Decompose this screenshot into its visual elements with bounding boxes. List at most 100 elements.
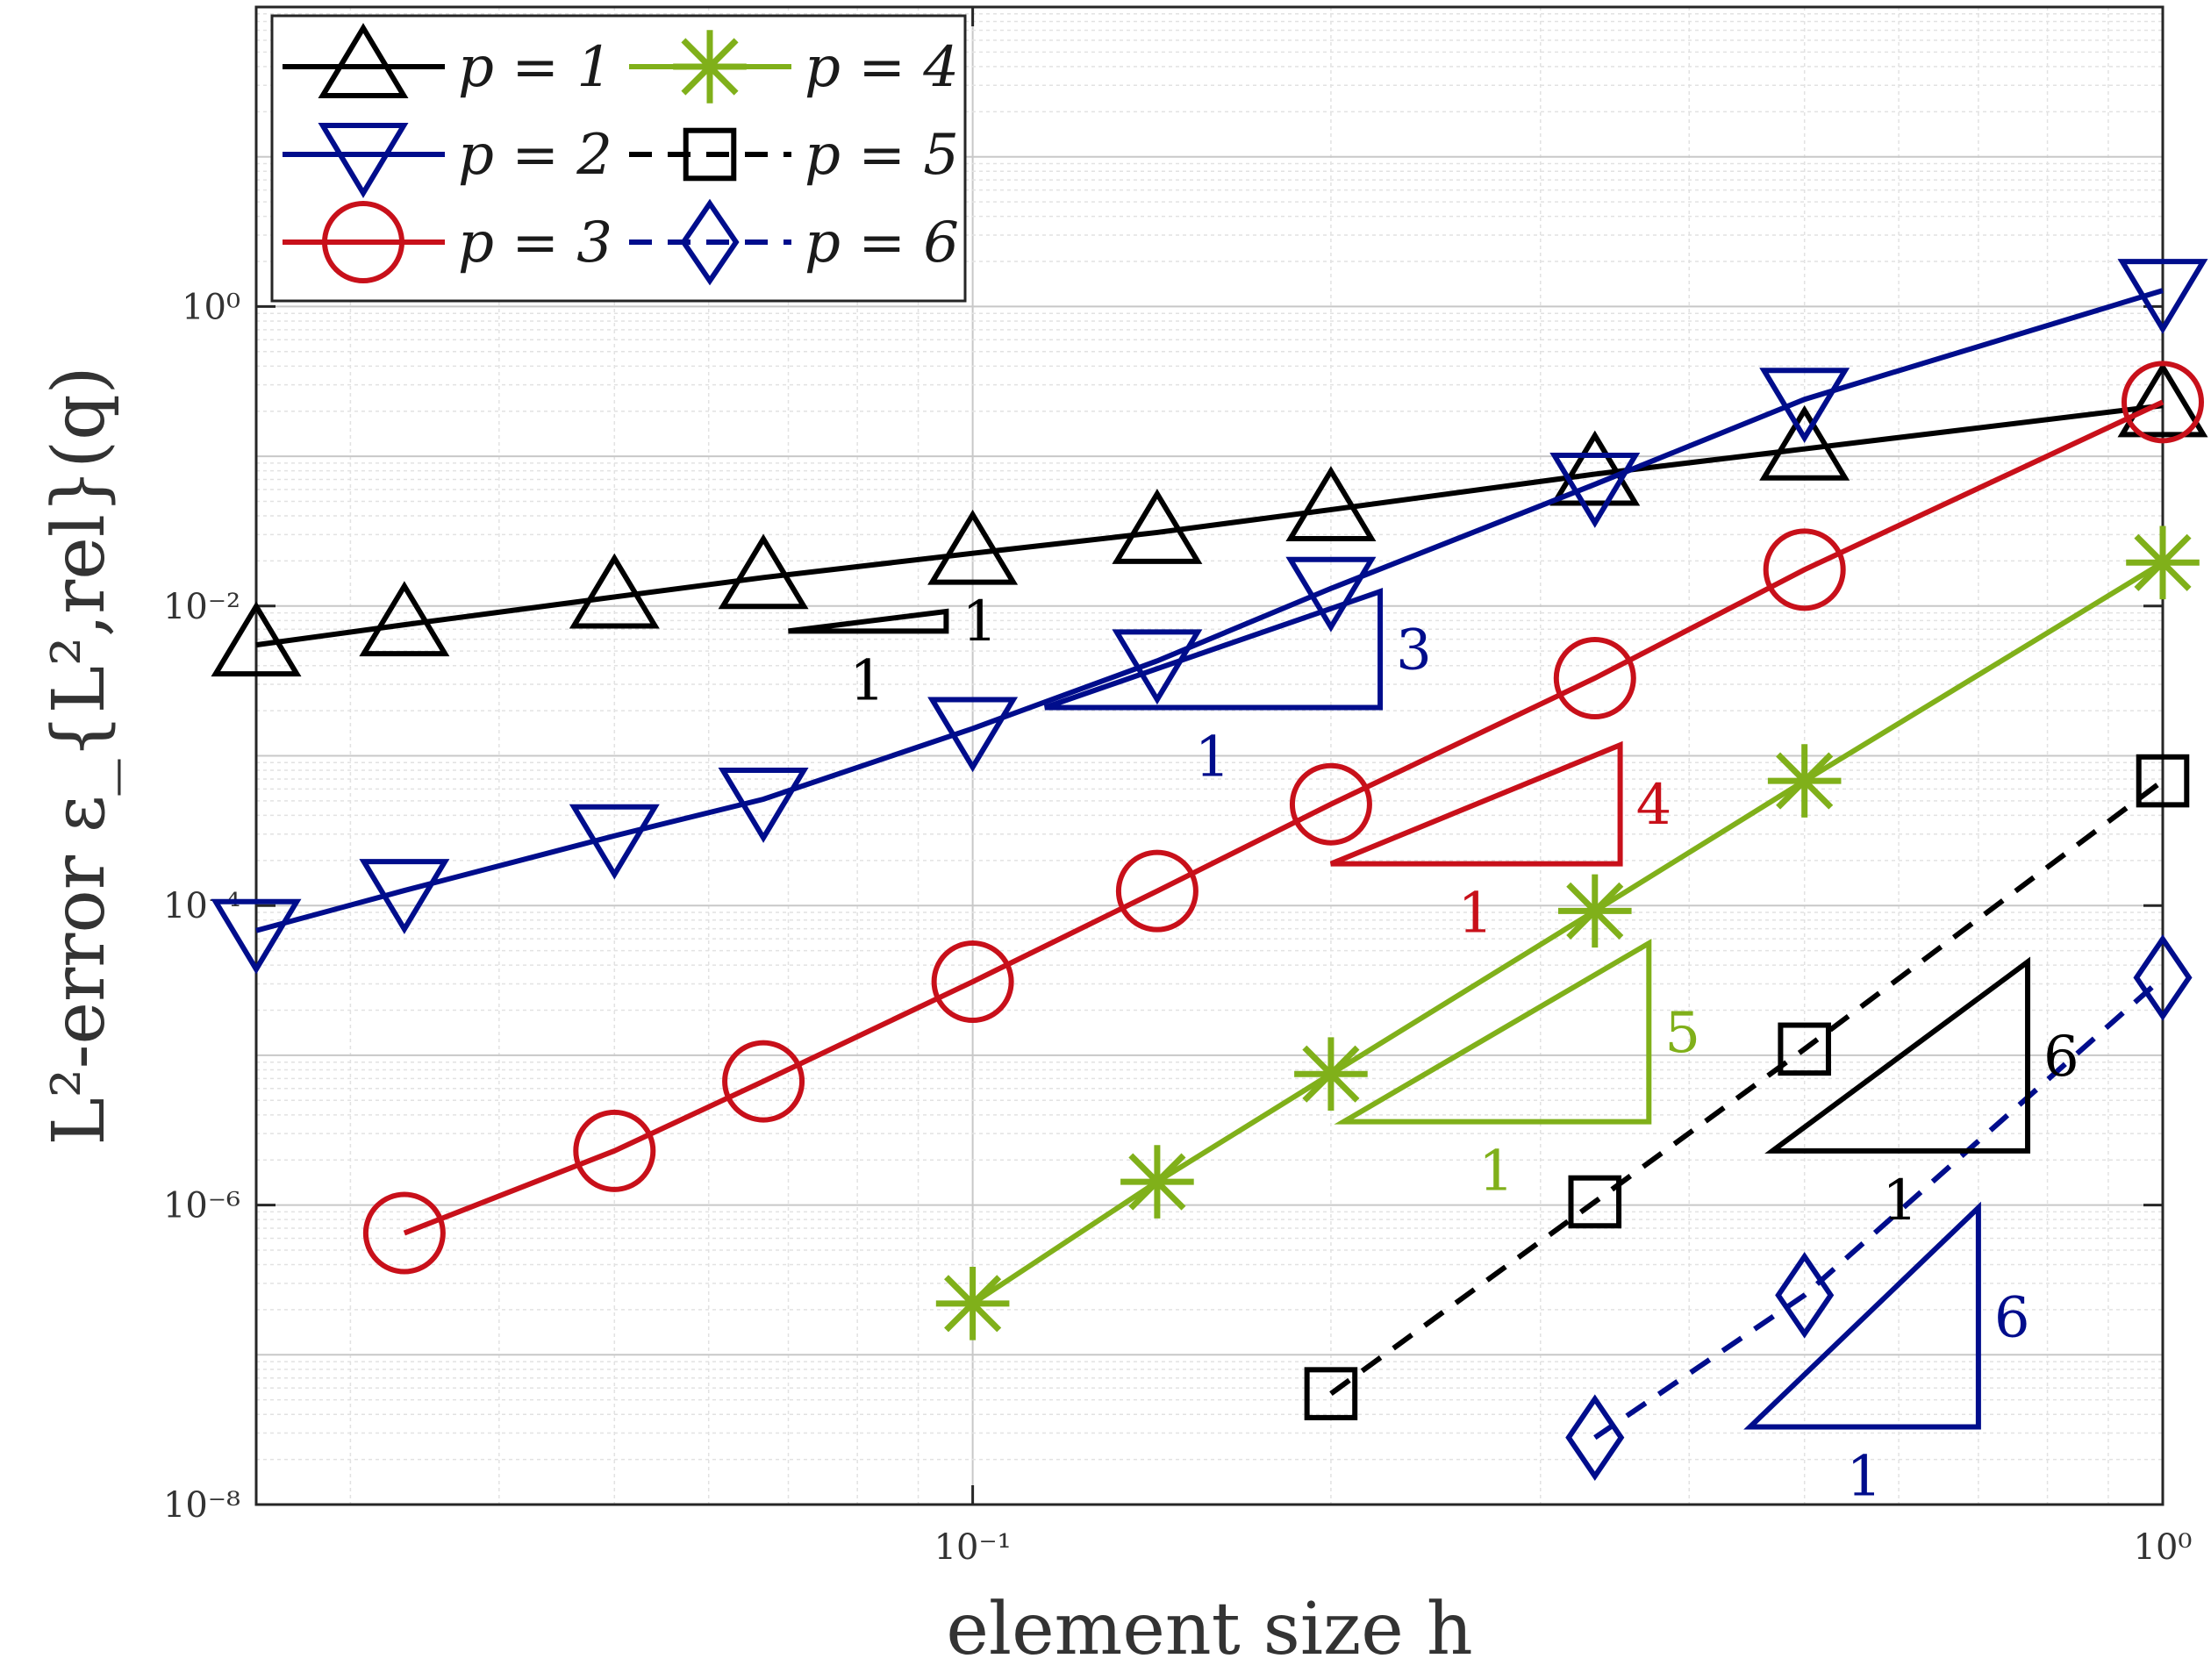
data-point [1778, 1022, 1831, 1076]
slope-triangle-1: 11 [788, 590, 998, 713]
legend-marker [680, 198, 740, 286]
data-point [718, 533, 809, 610]
data-point [1294, 1037, 1368, 1112]
series-line [970, 560, 2164, 1306]
data-point [2136, 754, 2190, 808]
legend-marker [318, 23, 409, 98]
legend-box [270, 14, 967, 303]
slope-rise-label: 1 [962, 590, 998, 654]
data-point [1775, 1252, 1835, 1339]
series-line [1593, 976, 2164, 1441]
series-line [255, 288, 2164, 933]
legend: p = 1 p = 2 p = 3 p = 4 p = 5 p = 6 [270, 14, 967, 303]
legend-marker [683, 127, 737, 182]
slope-triangle-shape [1043, 588, 1384, 711]
slope-triangle-2: 31 [1043, 588, 1432, 790]
series-line [1329, 778, 2164, 1397]
series-3 [362, 361, 2204, 1275]
data-point [1112, 489, 1203, 564]
legend-label: p = 2 [458, 123, 612, 188]
data-point [1115, 849, 1199, 933]
series-1 [211, 361, 2208, 677]
data-point [1120, 1145, 1194, 1219]
legend-label: p = 5 [805, 123, 959, 188]
slope-run-label: 1 [1478, 1140, 1514, 1205]
data-point [935, 1267, 1010, 1340]
data-point [359, 581, 450, 657]
legend-label: p = 6 [805, 211, 959, 275]
slope-triangle-3: 41 [1329, 740, 1671, 947]
slope-rise-label: 3 [1396, 618, 1432, 683]
slope-run-label: 1 [1882, 1169, 1918, 1233]
slope-rise-label: 5 [1664, 1001, 1700, 1066]
legend-label: p = 4 [805, 35, 959, 100]
data-point [2117, 259, 2208, 334]
y-tick-label: 10⁻⁶ [163, 1186, 240, 1226]
slope-triangle-shape [1764, 956, 2031, 1154]
slope-triangle-shape [788, 608, 949, 634]
data-point [211, 601, 302, 677]
slope-run-label: 1 [1846, 1444, 1882, 1509]
data-point [569, 804, 660, 880]
data-point [1112, 629, 1203, 705]
x-axis-label: element size h [946, 1588, 1472, 1671]
series-4 [935, 525, 2200, 1340]
data-point [718, 767, 809, 843]
data-point [573, 1109, 656, 1192]
data-point [2122, 361, 2204, 444]
data-point [1557, 874, 1632, 948]
series-5 [1304, 754, 2190, 1420]
y-axis-label: L²-error ε_{L²,rel}(q) [38, 366, 121, 1145]
data-point [211, 898, 302, 975]
legend-item-3: p = 3 [283, 201, 612, 283]
data-point [931, 940, 1014, 1024]
slope-triangle-shape [1334, 938, 1652, 1125]
data-point [1285, 466, 1377, 541]
slope-run-label: 1 [1457, 882, 1493, 947]
data-point [1759, 368, 1850, 444]
slope-triangle-6: 61 [1743, 1201, 2030, 1509]
data-point [569, 553, 660, 629]
slope-run-label: 1 [849, 648, 885, 713]
legend-item-2: p = 2 [283, 123, 612, 198]
legend-item-5: p = 5 [629, 123, 959, 188]
data-point [2133, 934, 2193, 1021]
slope-rise-label: 6 [2043, 1025, 2079, 1090]
slope-triangle-5: 61 [1764, 956, 2079, 1233]
y-tick-label: 10⁰ [182, 287, 240, 327]
series-line [403, 399, 2164, 1236]
series-line [255, 403, 2164, 648]
data-point [1553, 636, 1636, 719]
series-6 [1565, 934, 2193, 1482]
y-tick-label: 10⁻² [163, 587, 240, 627]
legend-marker [322, 201, 404, 283]
x-tick-label: 10⁰ [2134, 1527, 2193, 1568]
legend-item-6: p = 6 [629, 198, 959, 286]
data-point [1549, 430, 1641, 506]
data-point [2126, 525, 2200, 600]
legend-item-1: p = 1 [283, 23, 612, 100]
slope-run-label: 1 [1195, 725, 1231, 790]
data-point [927, 697, 1019, 773]
legend-marker [673, 30, 747, 104]
data-point [1285, 556, 1377, 633]
data-point [1304, 1367, 1358, 1420]
data-point [1549, 453, 1641, 528]
slope-rise-label: 6 [1994, 1286, 2030, 1351]
data-point [1568, 1175, 1622, 1229]
y-tick-label: 10⁻⁸ [163, 1485, 240, 1526]
data-point [2117, 361, 2208, 438]
slope-triangle-4: 51 [1334, 938, 1700, 1205]
data-point [927, 509, 1019, 585]
slope-triangle-shape [1743, 1201, 1981, 1430]
data-point [359, 859, 450, 934]
legend-label: p = 1 [458, 35, 612, 100]
data-point [1767, 744, 1842, 818]
x-tick-label: 10⁻¹ [934, 1527, 1012, 1568]
slope-triangle-shape [1329, 740, 1623, 867]
data-point [1565, 1394, 1625, 1482]
data-point [362, 1191, 446, 1275]
